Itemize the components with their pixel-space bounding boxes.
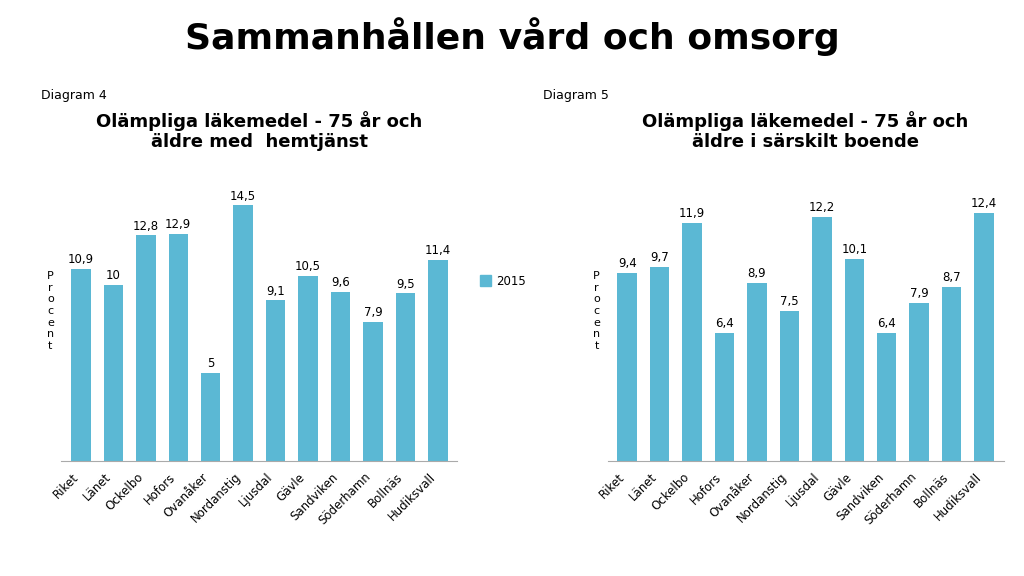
Bar xyxy=(364,321,383,461)
Text: 9,4: 9,4 xyxy=(617,257,637,270)
Text: 11,9: 11,9 xyxy=(679,207,706,220)
Text: 9,5: 9,5 xyxy=(396,278,415,291)
Text: 12,4: 12,4 xyxy=(971,197,997,210)
Bar xyxy=(395,293,415,461)
Bar xyxy=(748,283,767,461)
Text: 8,9: 8,9 xyxy=(748,267,766,280)
Text: 9,6: 9,6 xyxy=(331,276,350,289)
Bar xyxy=(72,269,91,461)
Bar xyxy=(779,311,799,461)
Bar xyxy=(650,267,670,461)
Text: Diagram 5: Diagram 5 xyxy=(543,89,608,103)
Y-axis label: P
r
o
c
e
n
t: P r o c e n t xyxy=(47,271,54,351)
Text: 7,5: 7,5 xyxy=(780,295,799,308)
Bar xyxy=(298,276,317,461)
Text: 5: 5 xyxy=(207,357,214,370)
Bar xyxy=(233,205,253,461)
Legend: 2015: 2015 xyxy=(475,270,530,292)
Bar xyxy=(136,235,156,461)
Bar xyxy=(617,273,637,461)
Text: 10,1: 10,1 xyxy=(841,243,867,256)
Text: Diagram 4: Diagram 4 xyxy=(41,89,106,103)
Text: 8,7: 8,7 xyxy=(942,271,961,284)
Text: 10,5: 10,5 xyxy=(295,260,321,273)
Bar xyxy=(845,259,864,461)
Bar xyxy=(103,285,123,461)
Text: 10: 10 xyxy=(105,269,121,282)
Legend: 2015: 2015 xyxy=(1021,270,1024,292)
Y-axis label: P
r
o
c
e
n
t: P r o c e n t xyxy=(593,271,600,351)
Text: 6,4: 6,4 xyxy=(878,317,896,330)
Bar xyxy=(942,287,962,461)
Bar xyxy=(877,333,896,461)
Text: 11,4: 11,4 xyxy=(425,244,451,257)
Text: 10,9: 10,9 xyxy=(68,253,94,266)
Bar xyxy=(812,217,831,461)
Bar xyxy=(428,260,447,461)
Bar xyxy=(974,213,993,461)
Text: 12,2: 12,2 xyxy=(809,201,835,214)
Bar xyxy=(682,223,701,461)
Title: Olämpliga läkemedel - 75 år och
äldre i särskilt boende: Olämpliga läkemedel - 75 år och äldre i … xyxy=(642,111,969,151)
Text: 14,5: 14,5 xyxy=(230,190,256,203)
Bar xyxy=(169,233,188,461)
Bar xyxy=(715,333,734,461)
Text: Sammanhållen vård och omsorg: Sammanhållen vård och omsorg xyxy=(184,17,840,56)
Bar xyxy=(201,373,220,461)
Text: 6,4: 6,4 xyxy=(715,317,734,330)
Text: 7,9: 7,9 xyxy=(364,306,382,319)
Text: 9,1: 9,1 xyxy=(266,285,285,298)
Title: Olämpliga läkemedel - 75 år och
äldre med  hemtjänst: Olämpliga läkemedel - 75 år och äldre me… xyxy=(96,111,423,151)
Text: 12,9: 12,9 xyxy=(165,218,191,231)
Bar xyxy=(909,303,929,461)
Text: 9,7: 9,7 xyxy=(650,251,669,264)
Bar xyxy=(266,301,286,461)
Text: 12,8: 12,8 xyxy=(133,219,159,233)
Text: 7,9: 7,9 xyxy=(909,287,929,300)
Bar xyxy=(331,291,350,461)
